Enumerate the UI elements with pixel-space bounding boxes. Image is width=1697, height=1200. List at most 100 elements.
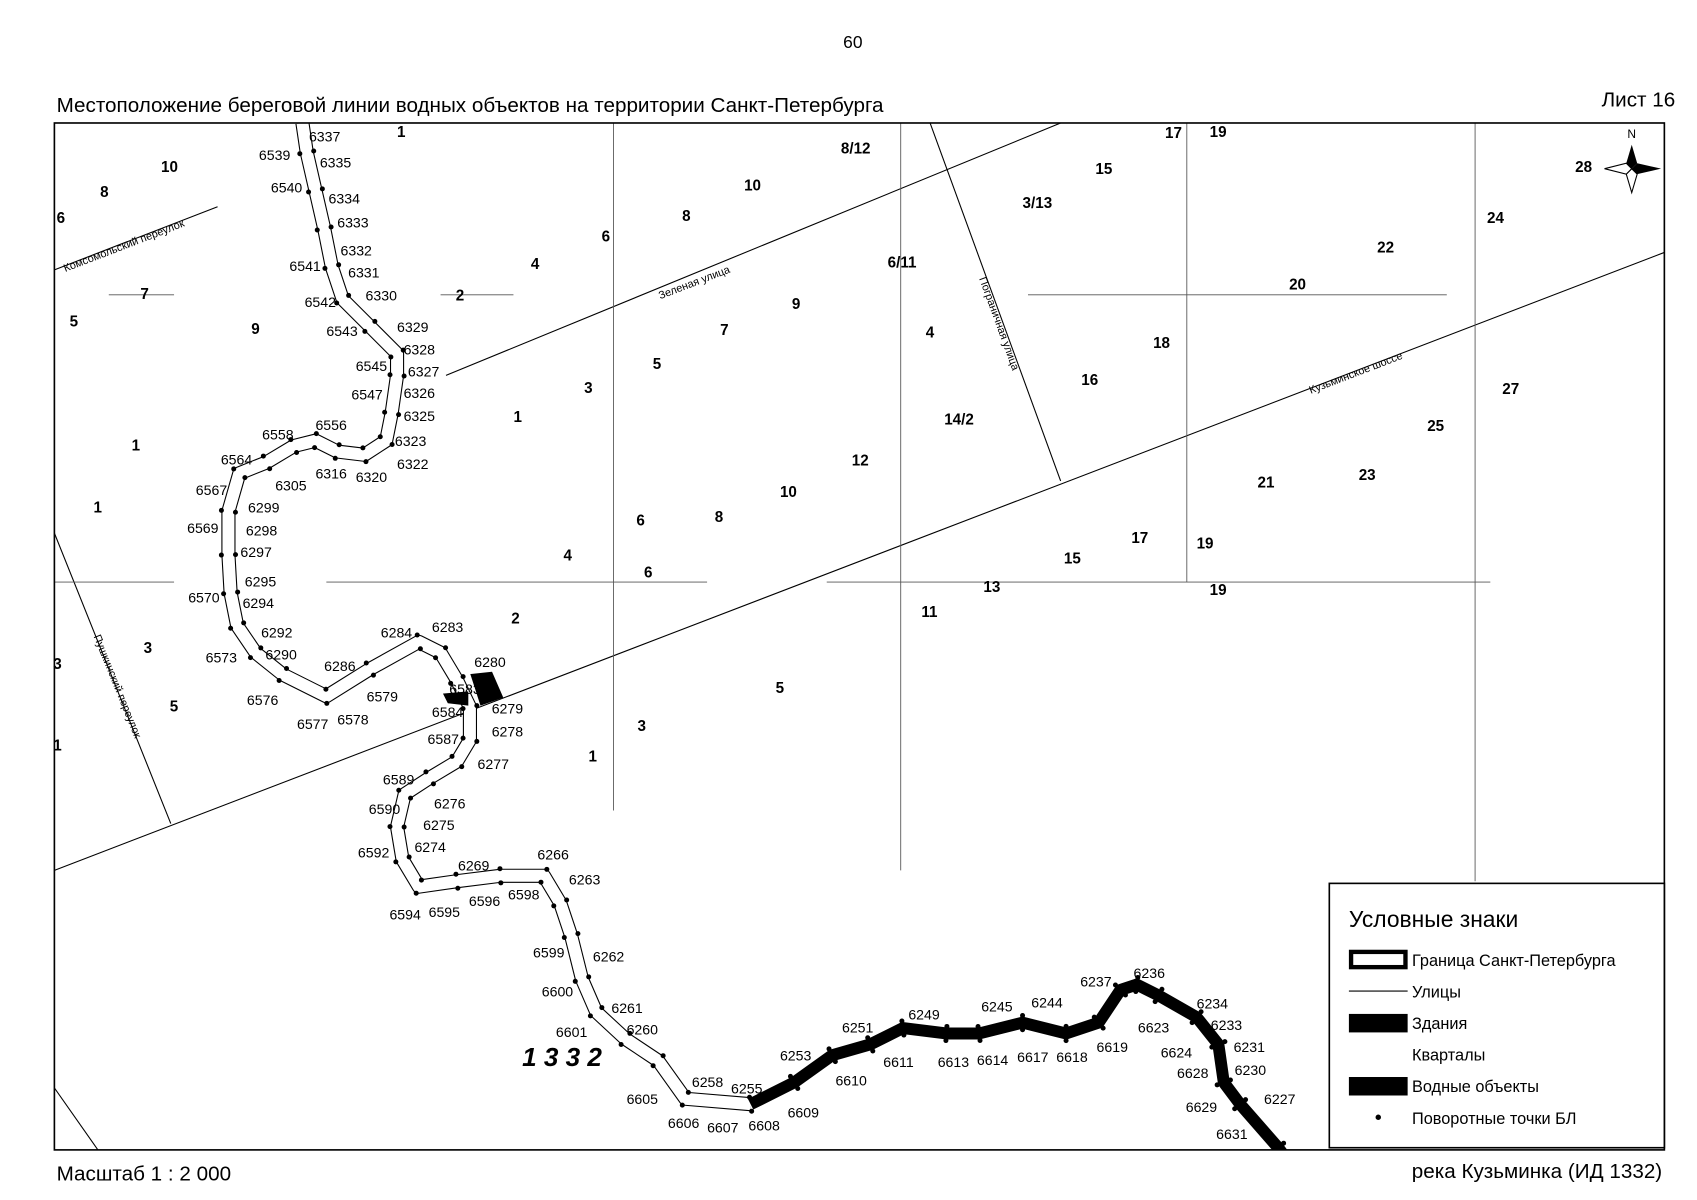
block-number: 3: [584, 380, 592, 397]
point-label: 6231: [1234, 1039, 1266, 1055]
turning-point: [679, 1102, 685, 1108]
turning-point: [749, 1108, 755, 1114]
turning-point: [294, 450, 300, 456]
point-label: 6595: [429, 904, 461, 920]
point-label: 6292: [261, 625, 293, 641]
legend-item: Граница Санкт-Петербурга: [1412, 952, 1617, 970]
point-label: 6624: [1161, 1044, 1193, 1060]
point-label: 6583: [449, 681, 481, 697]
point-label: 6333: [337, 214, 369, 230]
point-label: 6286: [324, 658, 356, 674]
legend-item: Водные объекты: [1412, 1078, 1539, 1096]
point-label: 6540: [271, 180, 303, 196]
scale: Масштаб 1 : 2 000: [57, 1162, 232, 1185]
point-label: 6618: [1056, 1049, 1088, 1065]
block-number: 3: [144, 640, 152, 657]
point-label: 6631: [1216, 1126, 1248, 1142]
point-label: 6543: [326, 323, 358, 339]
point-label: 6592: [358, 844, 390, 860]
turning-point: [826, 1046, 832, 1052]
turning-point: [944, 1023, 950, 1029]
point-label: 6606: [668, 1115, 700, 1131]
block-number: 8/12: [841, 140, 871, 157]
turning-point: [1227, 1077, 1233, 1083]
turning-point: [575, 931, 581, 937]
north-arrow: N: [1604, 127, 1662, 195]
legend-symbol: [1348, 949, 1408, 970]
shoreline-inner: [222, 122, 752, 1111]
point-label: 6297: [240, 544, 272, 560]
legend-item: Поворотные точки БЛ: [1412, 1110, 1576, 1128]
point-label: 6269: [458, 857, 490, 873]
turning-point: [865, 1035, 871, 1041]
turning-point: [387, 372, 393, 378]
block-number: 1: [397, 124, 406, 141]
turning-point: [453, 871, 459, 877]
point-label: 6275: [423, 817, 455, 833]
block-number: 15: [1095, 161, 1112, 178]
turning-point: [443, 645, 449, 651]
turning-point: [1189, 1020, 1195, 1026]
point-label: 6578: [337, 712, 369, 728]
turning-point: [460, 674, 466, 680]
point-label: 6628: [1177, 1065, 1209, 1081]
turning-point: [1091, 1014, 1097, 1020]
block-number: 7: [140, 286, 148, 303]
turning-point: [328, 224, 334, 230]
point-label: 6294: [243, 595, 275, 611]
point-label: 6570: [188, 590, 220, 606]
block-number: 14/2: [944, 411, 974, 428]
point-label: 6596: [469, 893, 501, 909]
block-number: 17: [1165, 125, 1182, 142]
block-number: 23: [1359, 467, 1376, 484]
turning-point: [314, 227, 320, 233]
turning-point: [334, 300, 340, 306]
block-number: 5: [170, 699, 179, 716]
block-number: 1: [513, 409, 522, 426]
point-label: 6629: [1186, 1099, 1218, 1115]
turning-point: [276, 678, 282, 684]
turning-point: [1214, 1082, 1220, 1088]
turning-point: [587, 1013, 593, 1019]
point-label: 6305: [275, 478, 307, 494]
point-label: 6278: [492, 724, 524, 740]
point-label: 6556: [315, 417, 347, 433]
point-label: 6325: [404, 408, 436, 424]
block-number: 3: [637, 718, 645, 735]
turning-point: [319, 186, 325, 192]
block-number: 8: [100, 184, 108, 201]
turning-point: [448, 680, 454, 686]
block-number: 10: [161, 159, 178, 176]
point-label: 6329: [397, 319, 429, 335]
turning-point: [572, 978, 578, 984]
point-label: 6600: [542, 984, 574, 1000]
block-number: 28: [1575, 159, 1592, 176]
street-line: [54, 1087, 99, 1150]
block-number: 10: [744, 177, 761, 194]
block-number: 16: [1081, 372, 1098, 389]
point-label: 6607: [707, 1119, 739, 1135]
turning-point: [323, 686, 329, 692]
block-number: 8: [682, 208, 690, 225]
turning-point: [363, 660, 369, 666]
block-number: 17: [1131, 530, 1148, 547]
block-number: 1: [589, 749, 598, 766]
point-label: 6320: [356, 469, 388, 485]
legend-title: Условные знаки: [1349, 906, 1518, 932]
turning-point: [284, 665, 290, 671]
block-number: 20: [1289, 276, 1306, 293]
turning-point: [474, 738, 480, 744]
turning-point: [218, 507, 224, 513]
turning-point: [1209, 1044, 1215, 1050]
point-label: 6587: [428, 731, 460, 747]
street-name: Пограничная улица: [976, 275, 1021, 372]
point-label: 6564: [221, 452, 253, 468]
turning-point: [1152, 999, 1158, 1005]
point-label: 6541: [289, 258, 321, 274]
shoreline: [218, 122, 1288, 1150]
block-number: 2: [456, 287, 464, 304]
turning-point: [228, 625, 234, 631]
turning-point: [233, 552, 239, 558]
legend: Условные знаки Граница Санкт-Петербурга …: [1328, 882, 1666, 1149]
